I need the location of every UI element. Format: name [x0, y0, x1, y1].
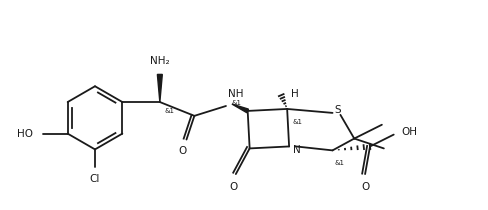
Text: O: O	[360, 182, 368, 192]
Polygon shape	[157, 74, 162, 102]
Text: &1: &1	[334, 160, 344, 166]
Polygon shape	[231, 104, 248, 113]
Text: OH: OH	[401, 127, 417, 137]
Text: NH: NH	[227, 89, 243, 99]
Text: O: O	[229, 182, 238, 192]
Text: H: H	[290, 89, 298, 99]
Text: Cl: Cl	[90, 174, 100, 184]
Text: &1: &1	[291, 119, 302, 125]
Text: HO: HO	[17, 129, 33, 139]
Text: O: O	[178, 146, 186, 156]
Text: NH₂: NH₂	[150, 55, 169, 66]
Text: S: S	[333, 105, 340, 115]
Text: N: N	[292, 145, 300, 155]
Text: &1: &1	[231, 100, 241, 106]
Text: &1: &1	[164, 108, 174, 114]
